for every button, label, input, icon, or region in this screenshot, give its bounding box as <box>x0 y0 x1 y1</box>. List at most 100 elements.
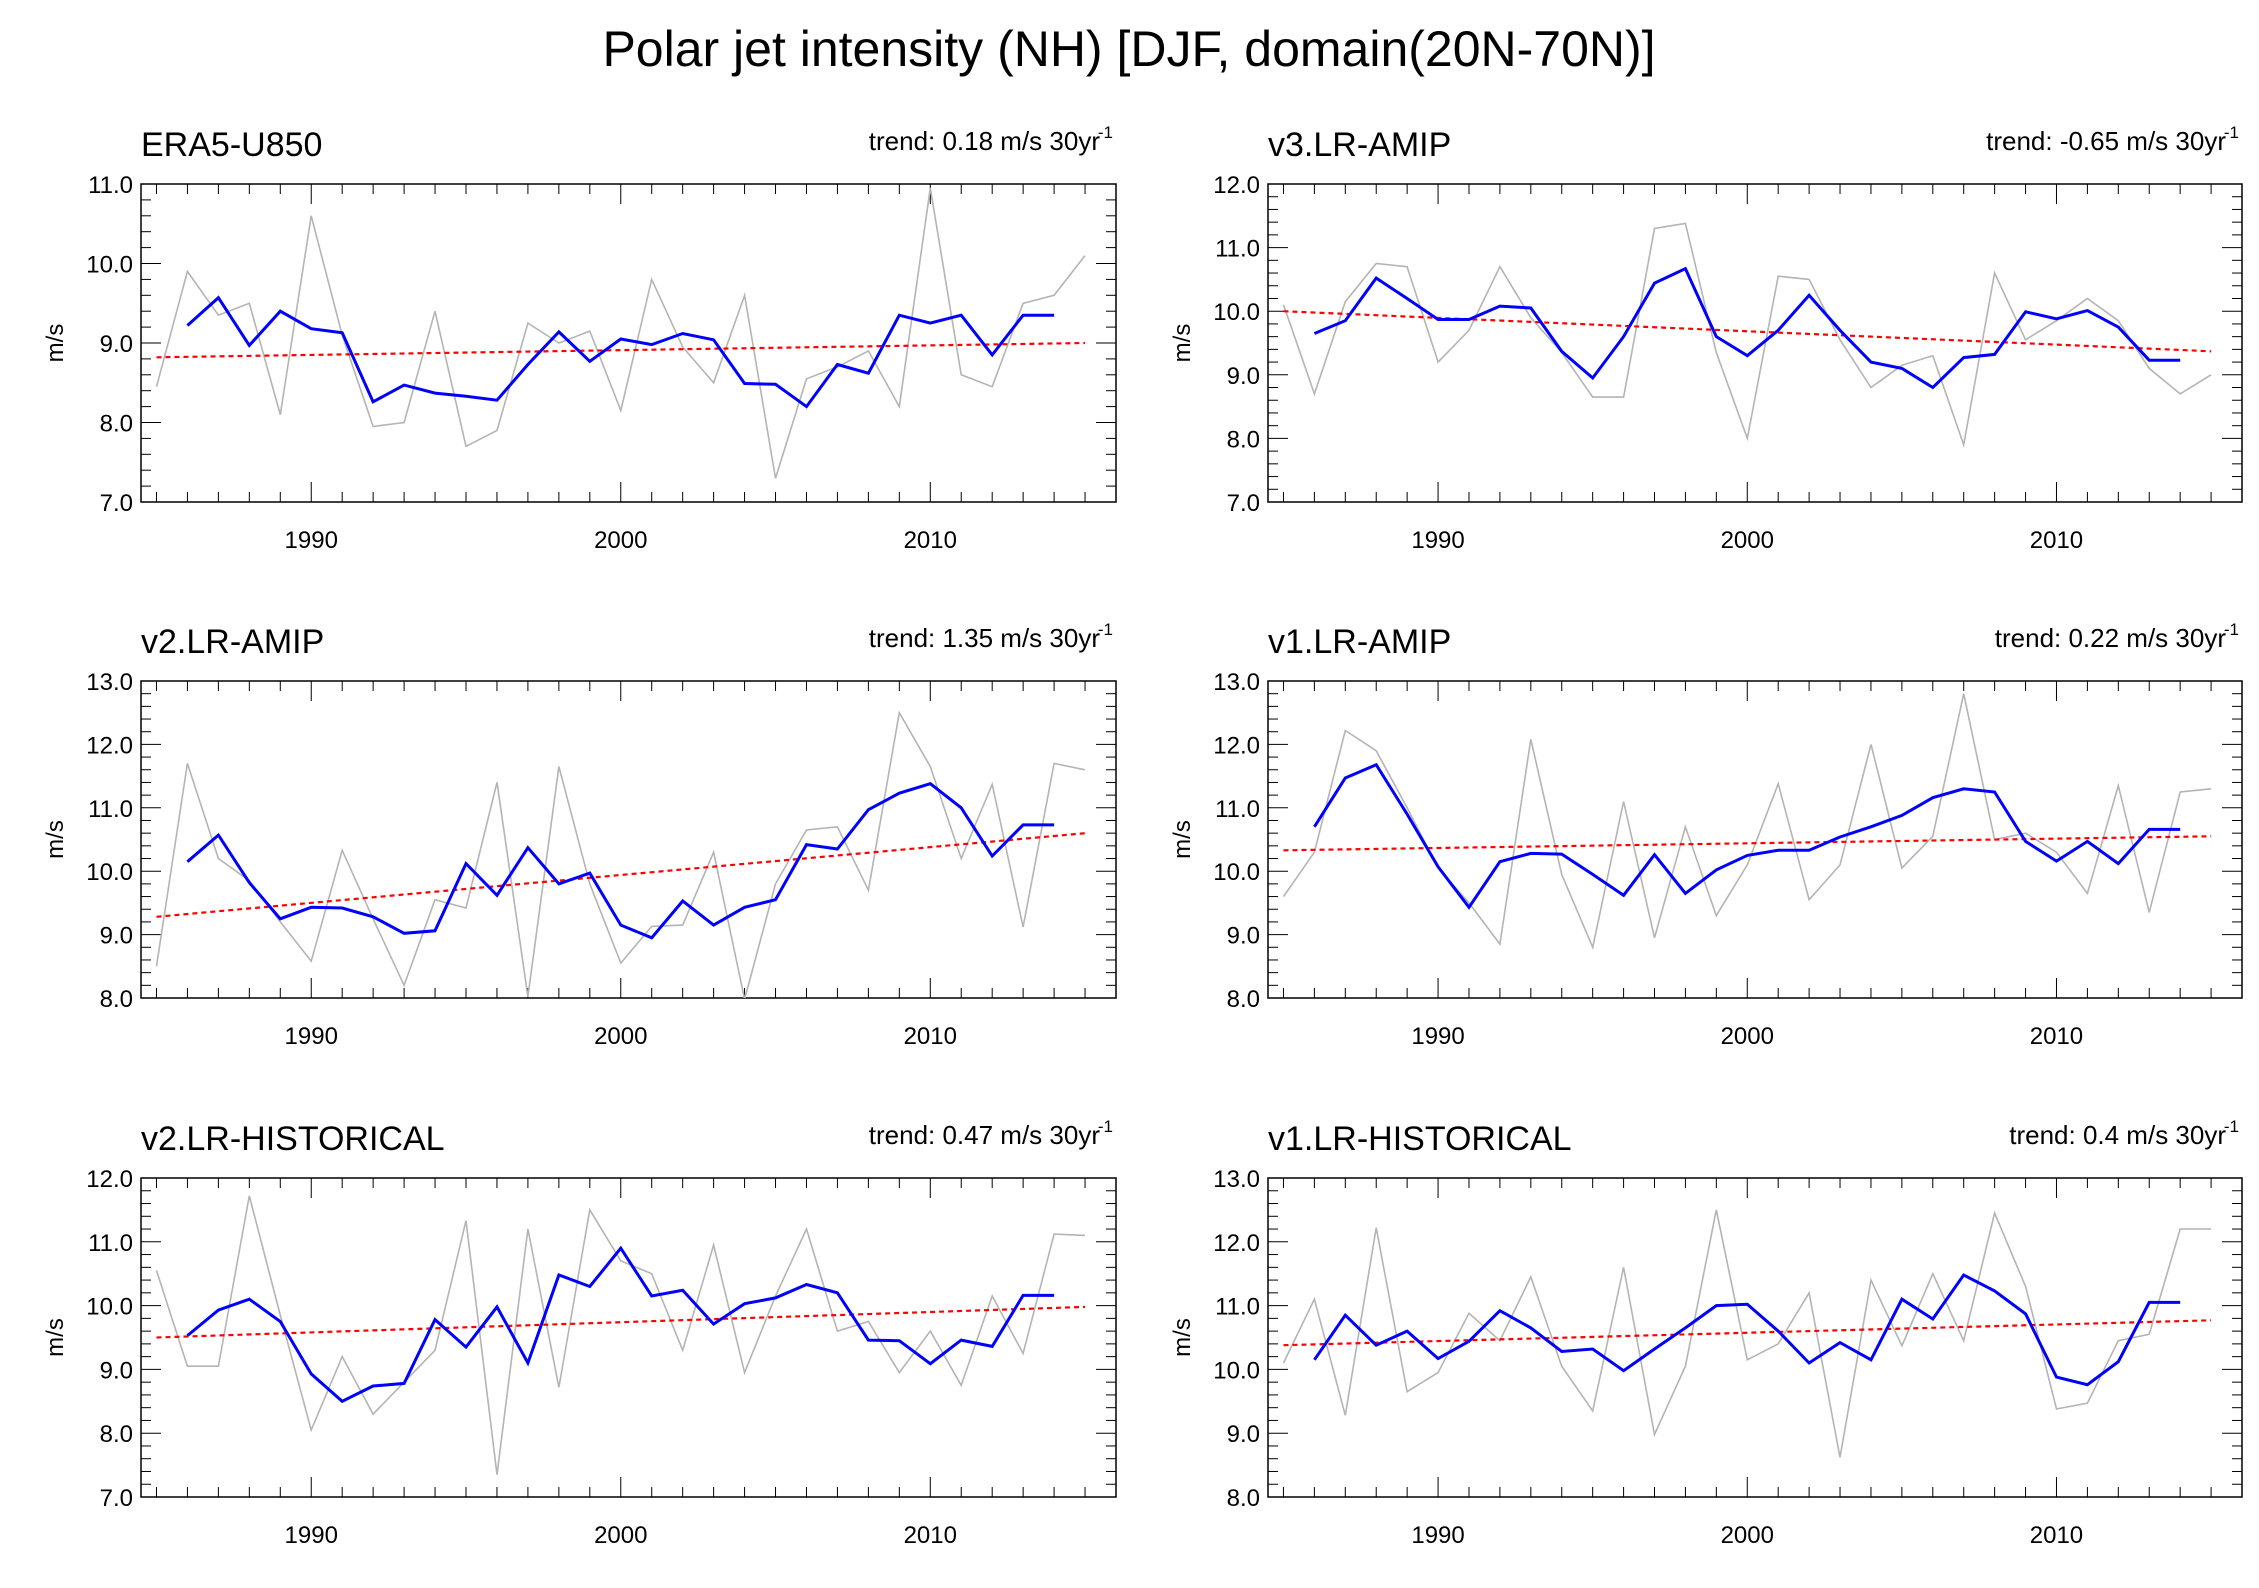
y-tick-label: 12.0 <box>1213 1230 1260 1257</box>
trend-superscript: -1 <box>2224 123 2239 142</box>
panel-title: v3.LR-AMIP <box>1268 126 1451 164</box>
raw-series-line <box>1282 693 2212 950</box>
plot-frame <box>140 1177 1117 1498</box>
y-axis-label: m/s <box>42 820 69 859</box>
y-tick-label: 10.0 <box>1213 299 1260 326</box>
smoothed-series-line <box>1313 266 2181 390</box>
trend-label: trend: 0.4 m/s 30yr <box>2009 1120 2226 1150</box>
trend-label: trend: 0.18 m/s 30yr <box>869 126 1101 156</box>
y-tick-label: 8.0 <box>100 986 133 1013</box>
trend-line <box>156 1305 1086 1339</box>
y-tick-label: 11.0 <box>1215 1294 1260 1321</box>
x-tick-label: 1990 <box>285 527 338 554</box>
x-tick-label: 1990 <box>1411 1023 1464 1050</box>
y-tick-label: 9.0 <box>1227 923 1260 950</box>
y-tick-label: 12.0 <box>86 1166 133 1193</box>
panel-2: 7.0 8.0 9.0 10.0 11.0 12.0 1990 2000 2010 m/s v3.L… <box>1169 123 2243 554</box>
smoothed-series-line <box>186 1245 1055 1404</box>
raw-series-line <box>155 1195 1086 1475</box>
x-tick-label: 2000 <box>594 1023 647 1050</box>
y-tick-label: 8.0 <box>100 1421 133 1448</box>
x-tick-label: 2010 <box>2030 527 2083 554</box>
x-tick-label: 2000 <box>1721 1522 1774 1549</box>
y-tick-label: 7.0 <box>1227 490 1260 517</box>
y-tick-label: 11.0 <box>88 1230 133 1257</box>
y-tick-label: 10.0 <box>1213 1357 1260 1384</box>
x-tick-label: 2000 <box>1721 527 1774 554</box>
y-axis-label: m/s <box>42 324 69 363</box>
y-axis-label: m/s <box>1169 820 1196 859</box>
panel-title: ERA5-U850 <box>141 126 322 164</box>
plot-frame <box>1267 183 2243 503</box>
raw-series-line <box>1282 222 2212 448</box>
panels: 7.0 8.0 9.0 10.0 11.0 1990 2000 2010 m/s ERA5-U85… <box>42 123 2243 1549</box>
panel-5: 7.0 8.0 9.0 10.0 11.0 12.0 1990 2000 2010 m/s v2.L… <box>42 1117 1117 1549</box>
panel-title: v1.LR-HISTORICAL <box>1268 1120 1572 1158</box>
y-tick-label: 8.0 <box>100 411 133 438</box>
y-tick-label: 7.0 <box>100 1485 133 1512</box>
figure-title: Polar jet intensity (NH) [DJF, domain(20… <box>602 21 1655 77</box>
trend-line <box>156 832 1086 918</box>
x-tick-label: 1990 <box>1411 527 1464 554</box>
plot-frame <box>140 680 1117 999</box>
x-tick-label: 2010 <box>904 1522 957 1549</box>
y-tick-label: 13.0 <box>86 669 133 696</box>
y-tick-label: 13.0 <box>1213 669 1260 696</box>
plot-frame <box>1267 1177 2243 1498</box>
y-tick-label: 9.0 <box>100 1357 133 1384</box>
panel-title: v2.LR-AMIP <box>141 623 324 661</box>
x-tick-label: 1990 <box>1411 1522 1464 1549</box>
y-tick-label: 8.0 <box>1227 1485 1260 1512</box>
panel-3: 8.0 9.0 10.0 11.0 12.0 13.0 1990 2000 2010 m/s v2.… <box>42 620 1117 1050</box>
y-axis-label: m/s <box>1169 1318 1196 1357</box>
y-tick-label: 9.0 <box>100 331 133 358</box>
trend-superscript: -1 <box>1098 123 1113 142</box>
y-tick-label: 7.0 <box>100 490 133 517</box>
y-tick-label: 11.0 <box>88 172 133 199</box>
smoothed-series-line <box>1313 762 2181 910</box>
trend-label: trend: 1.35 m/s 30yr <box>869 623 1101 653</box>
trend-superscript: -1 <box>1098 620 1113 639</box>
plot-frame <box>1267 680 2243 999</box>
y-tick-label: 10.0 <box>86 252 133 279</box>
raw-series-line <box>155 710 1086 998</box>
x-tick-label: 1990 <box>285 1023 338 1050</box>
x-tick-label: 2010 <box>2030 1023 2083 1050</box>
y-tick-label: 12.0 <box>1213 172 1260 199</box>
x-tick-label: 2010 <box>2030 1522 2083 1549</box>
smoothed-series-line <box>186 782 1055 940</box>
trend-label: trend: 0.47 m/s 30yr <box>869 1120 1101 1150</box>
panel-6: 8.0 9.0 10.0 11.0 12.0 13.0 1990 2000 2010 m/s v1.… <box>1169 1117 2243 1549</box>
trend-label: trend: 0.22 m/s 30yr <box>1995 623 2227 653</box>
raw-series-line <box>155 187 1086 479</box>
x-tick-label: 2000 <box>594 527 647 554</box>
trend-line <box>1283 1319 2212 1347</box>
panel-title: v2.LR-HISTORICAL <box>141 1120 445 1158</box>
y-tick-label: 10.0 <box>86 859 133 886</box>
x-tick-label: 2010 <box>904 527 957 554</box>
y-tick-label: 9.0 <box>100 923 133 950</box>
y-tick-label: 11.0 <box>1215 236 1260 263</box>
y-axis-label: m/s <box>1169 324 1196 363</box>
y-tick-label: 11.0 <box>88 796 133 823</box>
x-tick-label: 1990 <box>285 1522 338 1549</box>
panel-4: 8.0 9.0 10.0 11.0 12.0 13.0 1990 2000 2010 m/s v1.… <box>1169 620 2243 1050</box>
y-tick-label: 8.0 <box>1227 426 1260 453</box>
trend-superscript: -1 <box>2224 1117 2239 1136</box>
trend-line <box>156 341 1086 359</box>
raw-series-line <box>1282 1209 2212 1458</box>
x-tick-label: 2000 <box>1721 1023 1774 1050</box>
smoothed-series-line <box>1313 1273 2181 1387</box>
trend-line <box>1283 310 2212 353</box>
trend-superscript: -1 <box>2224 620 2239 639</box>
y-tick-label: 8.0 <box>1227 986 1260 1013</box>
trend-superscript: -1 <box>1098 1117 1113 1136</box>
smoothed-series-line <box>186 295 1055 409</box>
y-tick-label: 11.0 <box>1215 796 1260 823</box>
y-tick-label: 10.0 <box>86 1294 133 1321</box>
panel-title: v1.LR-AMIP <box>1268 623 1451 661</box>
y-tick-label: 13.0 <box>1213 1166 1260 1193</box>
x-tick-label: 2010 <box>904 1023 957 1050</box>
x-tick-label: 2000 <box>594 1522 647 1549</box>
